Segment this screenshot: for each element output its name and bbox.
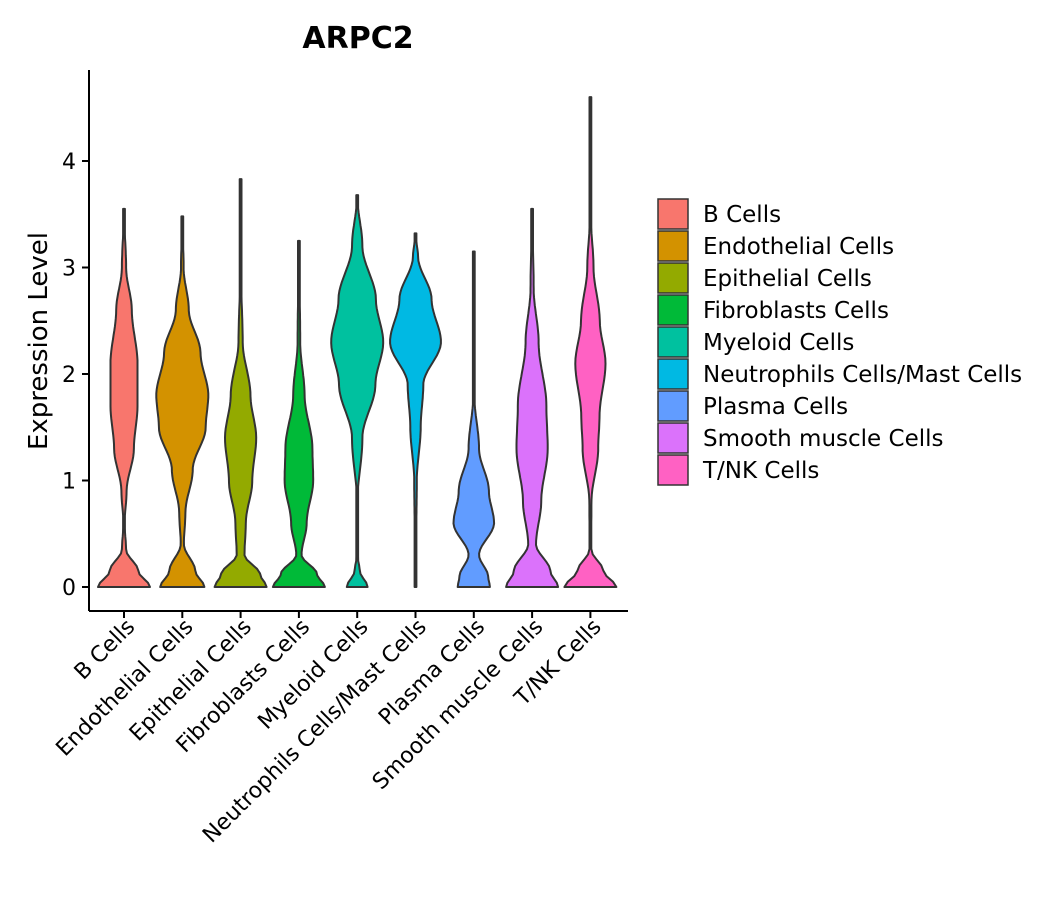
legend-swatch-epithelial-cells — [657, 262, 689, 294]
violins-group — [97, 96, 618, 588]
legend-label: B Cells — [703, 202, 781, 228]
y-tick-label: 3 — [62, 257, 76, 282]
legend-label: Plasma Cells — [703, 394, 848, 420]
violin-fibroblasts-cells — [271, 239, 326, 588]
violin-neutrophils-cells-mast-cells — [389, 232, 442, 588]
legend-label: Smooth muscle Cells — [703, 426, 944, 452]
legend-swatch-t-nk-cells — [657, 454, 689, 486]
legend-swatch-endothelial-cells — [657, 230, 689, 262]
y-tick-label: 4 — [62, 150, 76, 175]
violin-endothelial-cells — [155, 215, 210, 588]
chart-title: ARPC2 — [302, 21, 413, 56]
legend: B Cells Endothelial Cells Epithelial Cells… — [657, 198, 1022, 486]
legend-swatch-b-cells — [657, 198, 689, 230]
violin-plasma-cells — [452, 250, 496, 588]
legend-label: Epithelial Cells — [703, 266, 872, 292]
violin-smooth-muscle-cells — [505, 207, 560, 588]
violin-epithelial-cells — [213, 178, 268, 588]
legend-swatch-myeloid-cells — [657, 326, 689, 358]
legend-label: T/NK Cells — [702, 458, 819, 484]
legend-swatch-fibroblasts-cells — [657, 294, 689, 326]
legend-label: Myeloid Cells — [703, 330, 854, 356]
y-tick-label: 2 — [62, 363, 76, 388]
violin-myeloid-cells — [330, 194, 385, 588]
violin-b-cells — [97, 207, 151, 588]
violin-t-nk-cells — [563, 96, 618, 588]
y-axis-label: Expression Level — [24, 232, 54, 450]
legend-swatch-neutrophils-cells-mast-cells — [657, 358, 689, 390]
y-tick-label: 1 — [62, 470, 76, 495]
y-ticks-group: 0 1 2 3 4 — [62, 150, 89, 601]
legend-label: Neutrophils Cells/Mast Cells — [703, 362, 1022, 388]
legend-swatch-plasma-cells — [657, 390, 689, 422]
legend-label: Fibroblasts Cells — [703, 298, 889, 324]
legend-swatch-smooth-muscle-cells — [657, 422, 689, 454]
legend-label: Endothelial Cells — [703, 234, 894, 260]
y-tick-label: 0 — [62, 576, 76, 601]
